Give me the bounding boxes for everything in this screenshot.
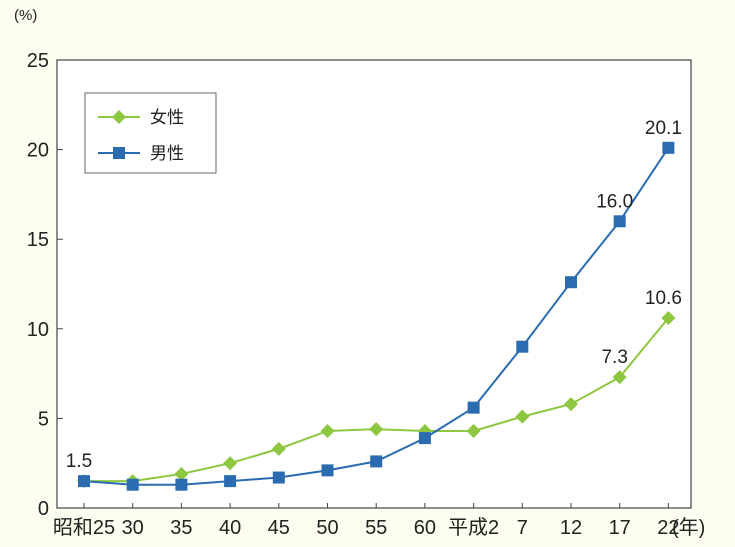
x-tick-label: 17 — [609, 517, 631, 539]
data-point — [612, 370, 627, 385]
x-unit-label: (年) — [672, 516, 705, 539]
legend-box — [84, 92, 217, 174]
data-point — [467, 401, 480, 414]
data-point — [662, 141, 675, 154]
data-point — [369, 422, 384, 437]
y-tick-label: 0 — [38, 498, 49, 520]
data-point — [224, 475, 237, 488]
data-point — [320, 423, 335, 438]
data-point — [516, 340, 529, 353]
legend-label: 男性 — [150, 144, 184, 163]
y-tick-label: 15 — [27, 229, 49, 251]
data-label: 10.6 — [645, 288, 682, 309]
x-tick-label: 30 — [122, 517, 144, 539]
y-tick-label: 20 — [27, 140, 49, 162]
x-tick-label: 55 — [365, 517, 387, 539]
y-tick-label: 10 — [27, 319, 49, 341]
legend-marker — [113, 147, 125, 159]
x-tick-label: 45 — [268, 517, 290, 539]
data-point — [175, 478, 188, 491]
data-point — [515, 409, 530, 424]
data-label: 20.1 — [645, 118, 682, 139]
data-label: 16.0 — [596, 191, 633, 212]
data-point — [565, 276, 577, 289]
data-point — [321, 464, 334, 477]
x-tick-label: 12 — [560, 517, 582, 539]
data-point — [174, 466, 189, 481]
data-label: 7.3 — [601, 347, 627, 368]
data-point — [418, 432, 431, 445]
x-tick-label: 昭和25 — [53, 516, 115, 539]
y-unit-label: (%) — [14, 7, 37, 24]
legend-label: 女性 — [150, 108, 184, 127]
data-point — [613, 215, 626, 228]
x-tick-label: 35 — [170, 517, 192, 539]
x-tick-label: 40 — [219, 517, 241, 539]
x-tick-label: 7 — [517, 517, 528, 539]
data-label: 1.5 — [66, 451, 92, 472]
data-point — [271, 441, 286, 456]
data-point — [370, 455, 383, 468]
x-tick-label: 平成2 — [448, 516, 499, 539]
y-tick-label: 5 — [38, 408, 49, 430]
x-tick-label: 22 — [657, 517, 679, 539]
data-point — [661, 311, 676, 326]
x-tick-label: 60 — [414, 517, 436, 539]
data-point — [78, 475, 90, 488]
data-point — [564, 397, 578, 412]
data-point — [466, 423, 481, 438]
y-tick-label: 25 — [27, 50, 49, 72]
x-tick-label: 50 — [316, 517, 338, 539]
legend-marker — [112, 110, 126, 124]
data-point — [272, 471, 285, 484]
data-point — [126, 478, 139, 491]
data-point — [223, 456, 238, 471]
